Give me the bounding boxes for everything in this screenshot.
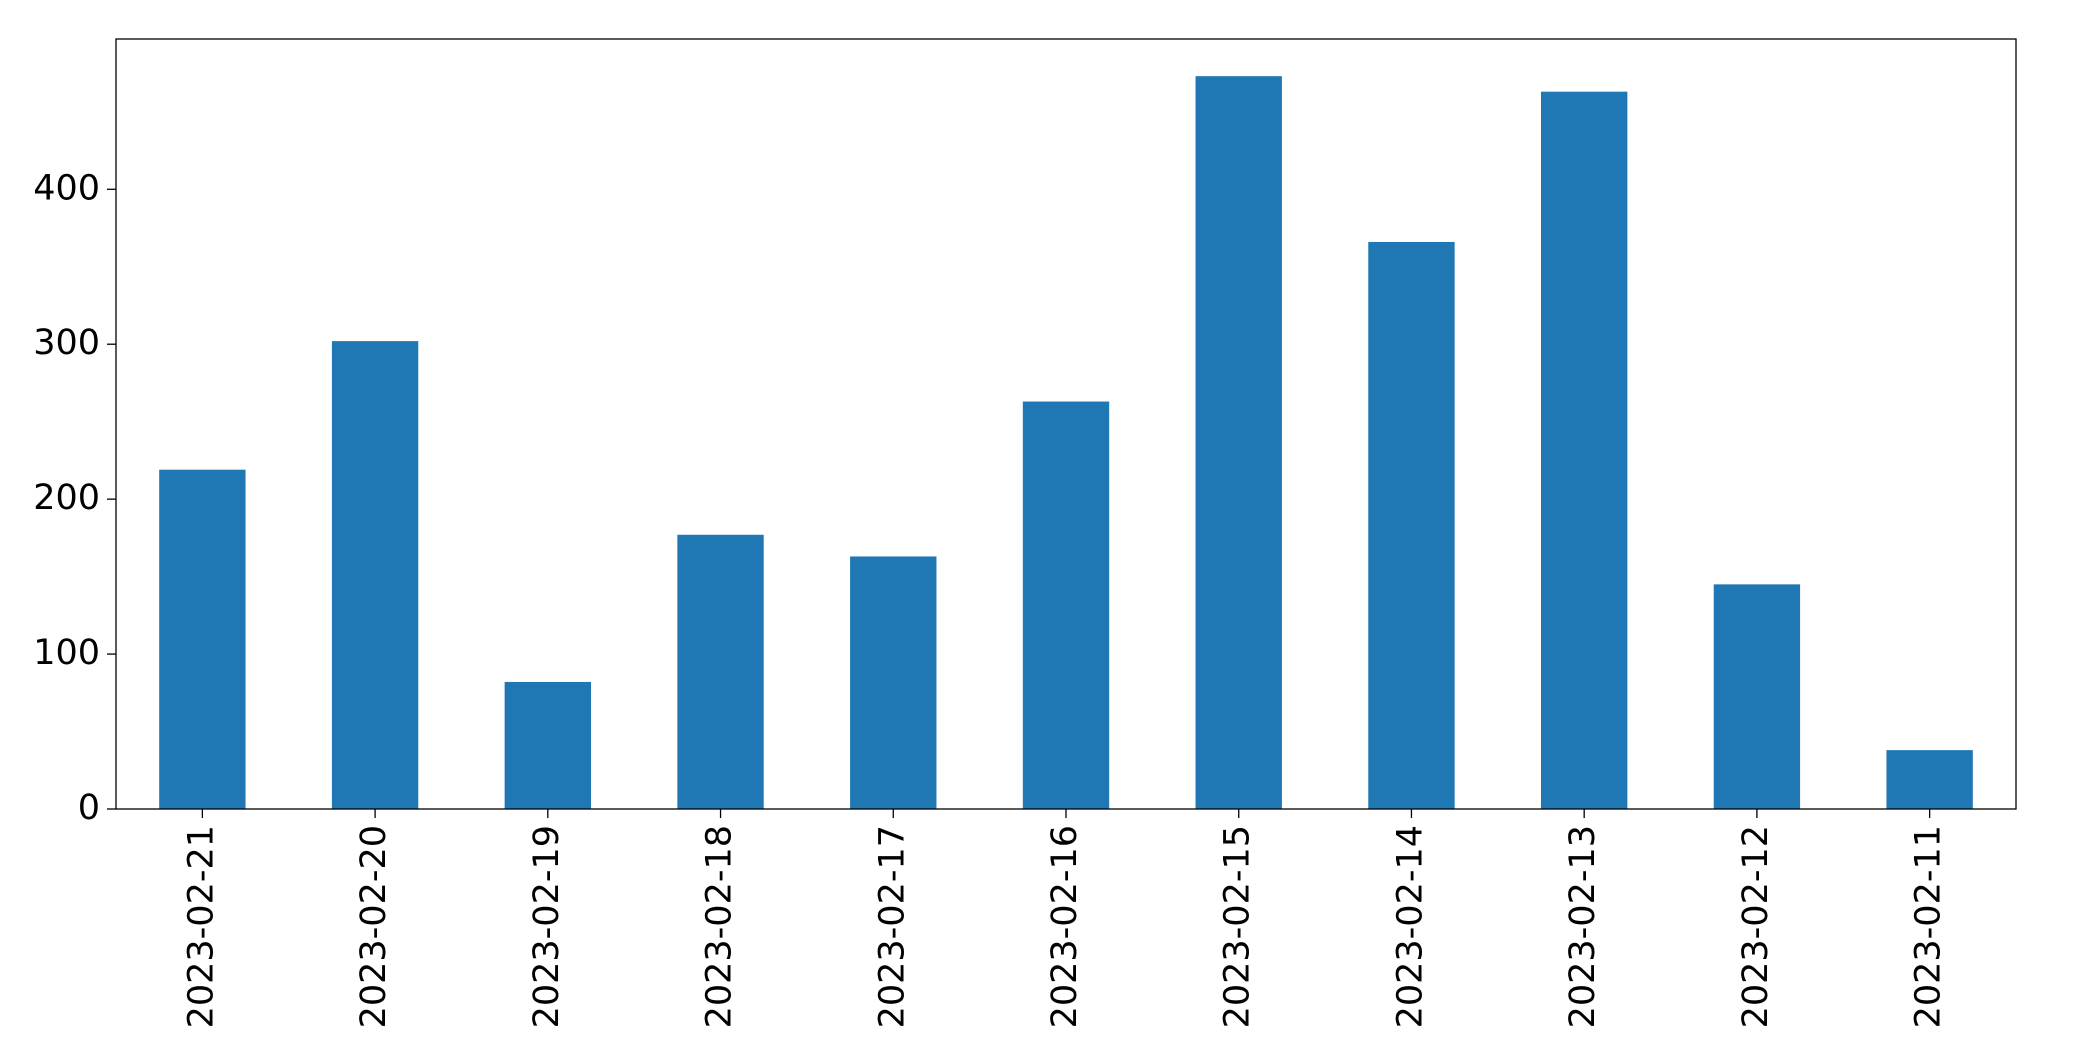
bar [1022, 401, 1110, 809]
x-tick-label: 2023-02-16 [1045, 825, 1085, 1028]
x-tick-label: 2023-02-12 [1736, 825, 1776, 1028]
y-tick-label: 100 [33, 633, 100, 673]
y-tick-label: 400 [33, 168, 100, 208]
x-tick-label: 2023-02-19 [527, 825, 567, 1028]
bar [331, 341, 419, 809]
x-tick-label: 2023-02-13 [1563, 825, 1603, 1028]
bar [850, 556, 937, 809]
bar [1886, 750, 1973, 809]
x-tick-label: 2023-02-17 [872, 825, 912, 1028]
plot-frame [115, 38, 2017, 810]
bar [159, 469, 246, 809]
y-tick-label: 0 [78, 788, 100, 828]
bar [677, 534, 764, 809]
x-tick-label: 2023-02-15 [1218, 825, 1258, 1028]
bar [1713, 584, 1801, 809]
bar [1195, 76, 1282, 809]
x-tick-label: 2023-02-18 [700, 825, 740, 1028]
bar [1541, 91, 1628, 810]
y-tick-label: 200 [33, 478, 100, 518]
x-tick-label: 2023-02-21 [181, 825, 221, 1028]
bar [1368, 241, 1455, 809]
x-tick-label: 2023-02-11 [1909, 825, 1949, 1028]
bar [504, 681, 591, 809]
x-tick-label: 2023-02-20 [354, 825, 394, 1028]
y-tick-label: 300 [33, 323, 100, 363]
x-tick-label: 2023-02-14 [1390, 825, 1430, 1028]
